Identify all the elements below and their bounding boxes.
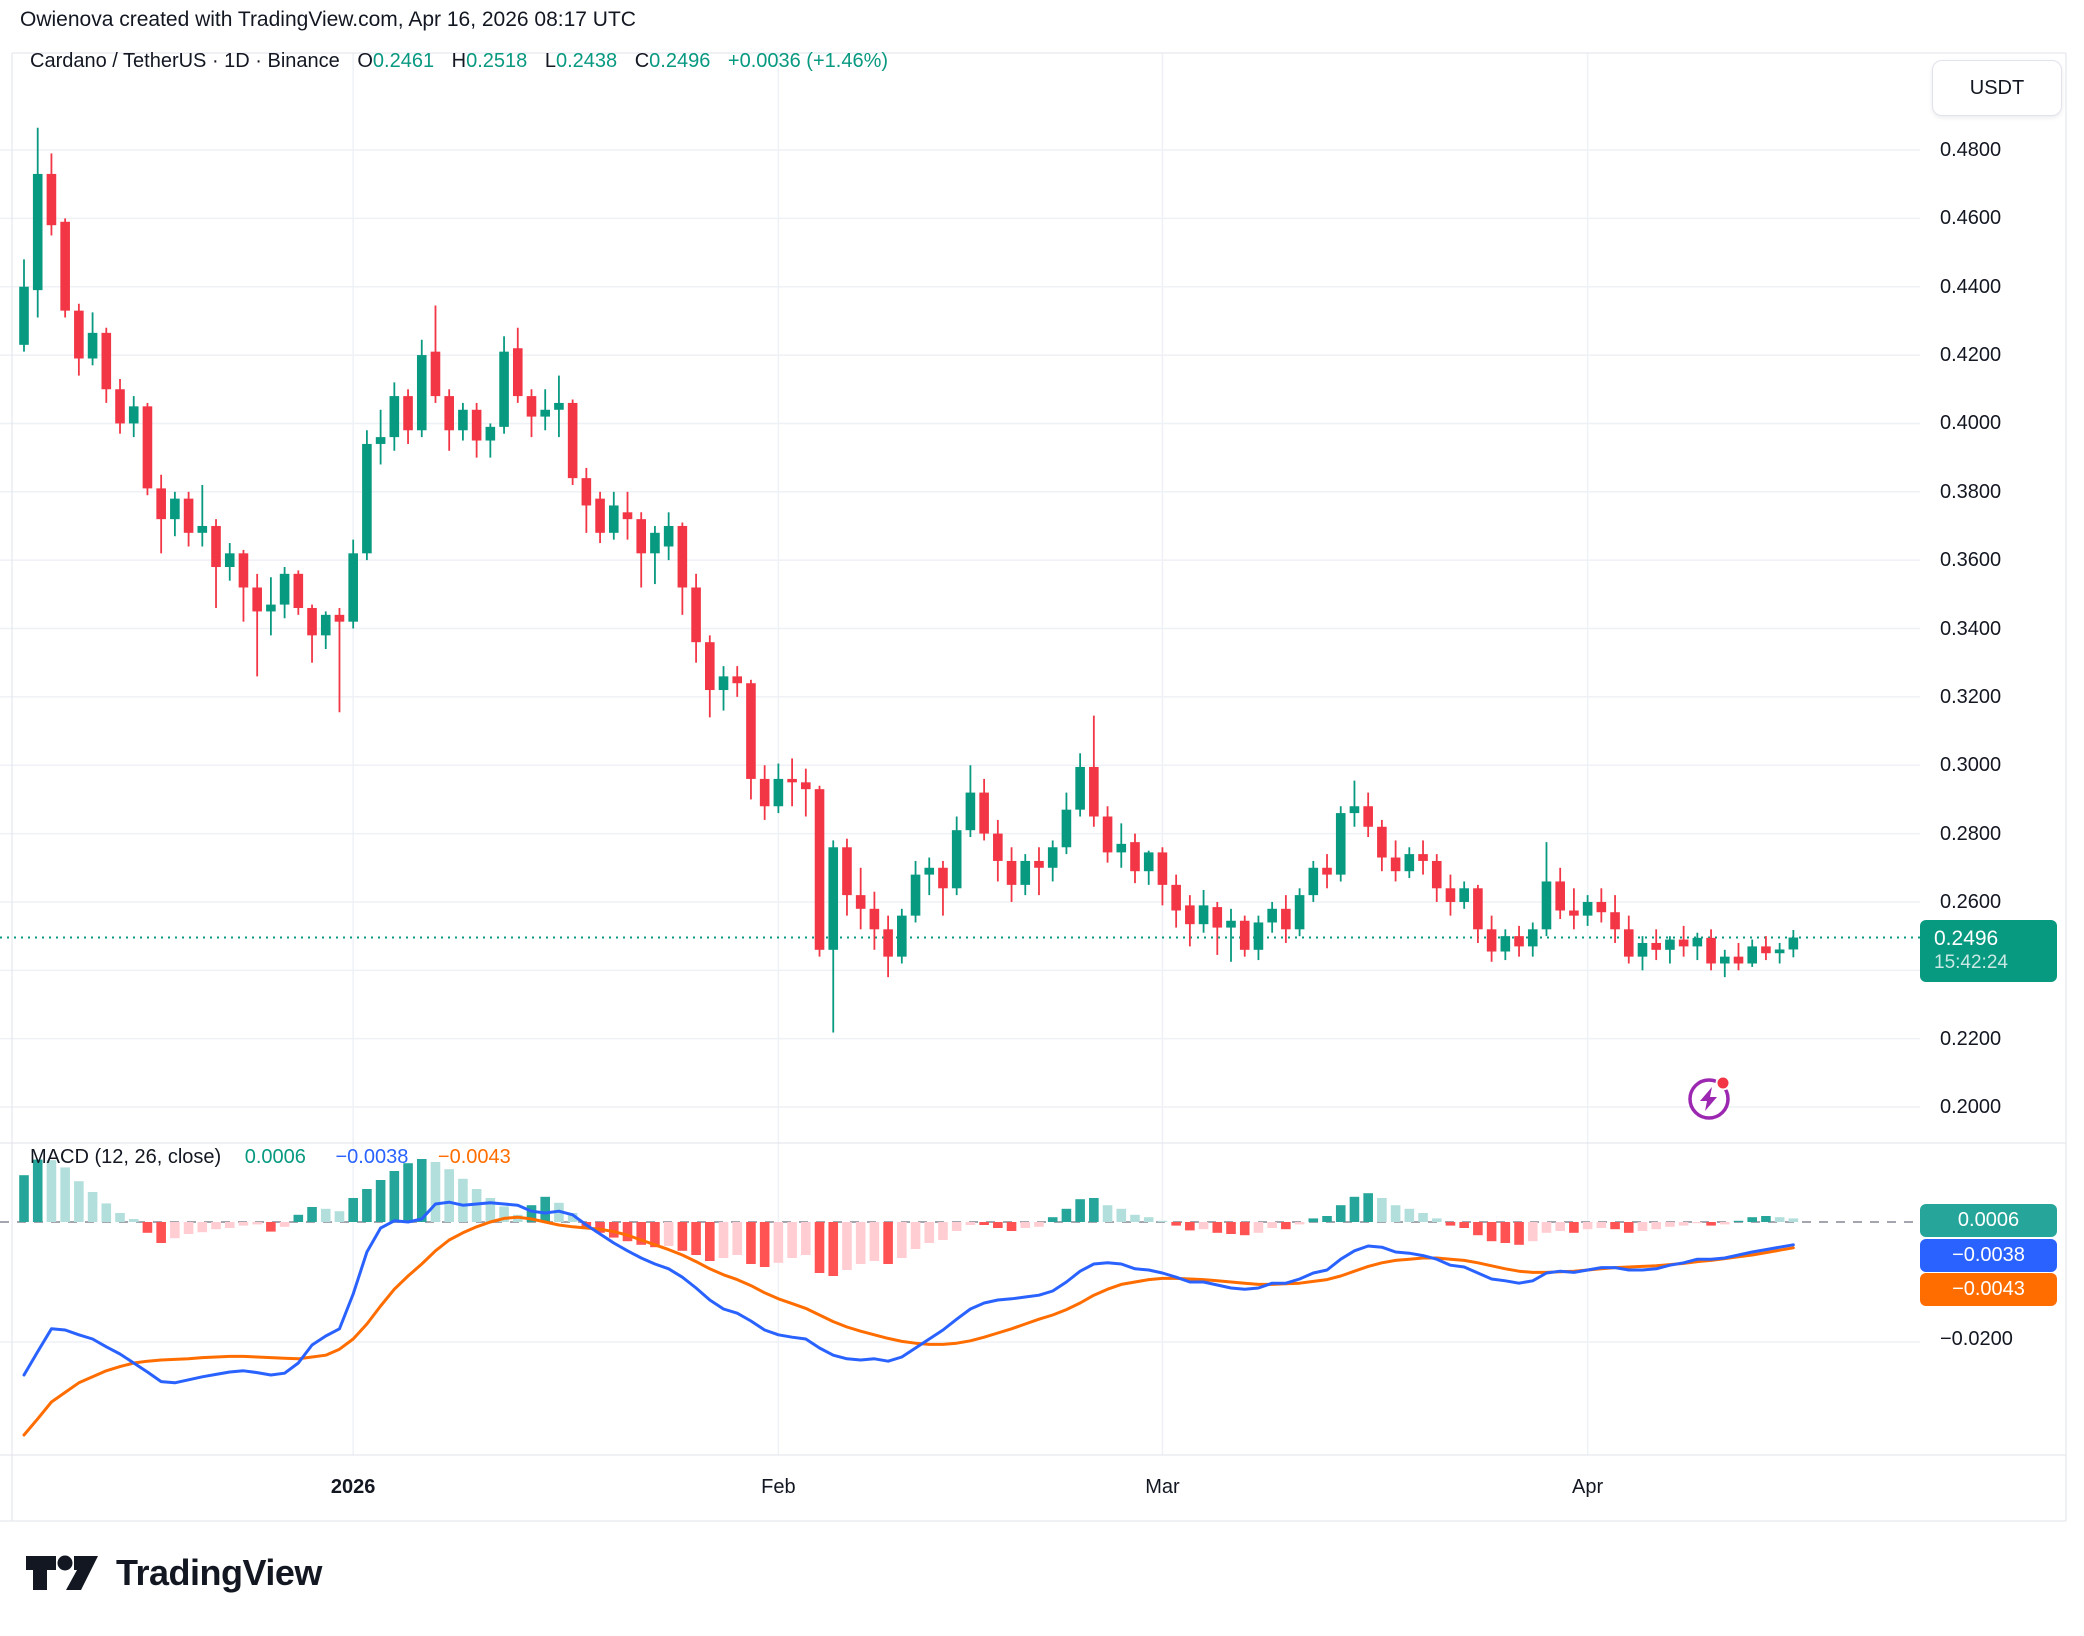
price-tick-0.2200: 0.2200 — [1940, 1027, 2002, 1050]
price-tick-0.3200: 0.3200 — [1940, 685, 2002, 708]
macd-signal-badge: −0.0043 — [1920, 1273, 2057, 1306]
low-label: L — [544, 50, 556, 72]
macd-legend[interactable]: MACD (12, 26, close) 0.0006 −0.0038 −0.0… — [30, 1146, 511, 1169]
price-tick-0.4400: 0.4400 — [1940, 275, 2002, 298]
price-tick-0.4000: 0.4000 — [1940, 412, 2002, 435]
last-price-value: 0.2496 — [1934, 927, 1999, 950]
macd-signal-value: −0.0043 — [437, 1146, 511, 1168]
close-label: C — [634, 50, 650, 72]
price-tick-0.4600: 0.4600 — [1940, 207, 2002, 230]
flash-publish-icon[interactable] — [1678, 1066, 1742, 1130]
macd-line-value: −0.0038 — [335, 1146, 409, 1168]
price-tick-0.2000: 0.2000 — [1940, 1096, 2002, 1119]
symbol-legend[interactable]: Cardano / TetherUS · 1D · Binance O0.246… — [30, 50, 888, 73]
price-tick-0.3000: 0.3000 — [1940, 754, 2002, 777]
macd-hist-value: 0.0006 — [244, 1146, 306, 1168]
time-tick-2026: 2026 — [330, 1476, 376, 1498]
tradingview-logo: TradingView — [24, 1550, 322, 1596]
time-tick-Apr: Apr — [1572, 1476, 1604, 1498]
candle-countdown: 15:42:24 — [1934, 952, 2008, 973]
high-label: H — [451, 50, 467, 72]
watermark-header: Owienova created with TradingView.com, A… — [20, 8, 636, 31]
price-tick-0.2800: 0.2800 — [1940, 822, 2002, 845]
change-value: +0.0036 (+1.46%) — [727, 50, 889, 72]
tradingview-logo-mark — [26, 1555, 98, 1590]
macd-line-badge: −0.0038 — [1920, 1239, 2057, 1272]
open-value: 0.2461 — [372, 50, 435, 72]
price-tick-0.4800: 0.4800 — [1940, 139, 2002, 161]
price-tick-0.2600: 0.2600 — [1940, 890, 2002, 913]
price-tick-0.3600: 0.3600 — [1940, 549, 2002, 572]
high-value: 0.2518 — [466, 50, 528, 72]
open-label: O — [357, 50, 373, 72]
last-price-badge: 0.2496 15:42:24 — [1920, 920, 2057, 982]
price-tick-0.3400: 0.3400 — [1940, 617, 2002, 640]
low-value: 0.2438 — [555, 50, 618, 72]
close-value: 0.2496 — [649, 50, 711, 72]
currency-toggle-button[interactable]: USDT — [1932, 60, 2062, 116]
price-tick-0.4200: 0.4200 — [1940, 344, 2002, 367]
macd-hist-badge: 0.0006 — [1920, 1204, 2057, 1237]
time-tick-Mar: Mar — [1145, 1476, 1180, 1498]
macd-axis-tick: −0.0200 — [1940, 1328, 2013, 1350]
price-tick-0.3800: 0.3800 — [1940, 480, 2002, 503]
symbol-title: Cardano / TetherUS · 1D · Binance — [30, 50, 340, 72]
tradingview-logo-text: TradingView — [116, 1552, 322, 1593]
time-tick-Feb: Feb — [761, 1476, 796, 1498]
chart-canvas[interactable] — [0, 0, 2084, 1522]
macd-title: MACD (12, 26, close) — [30, 1146, 222, 1168]
